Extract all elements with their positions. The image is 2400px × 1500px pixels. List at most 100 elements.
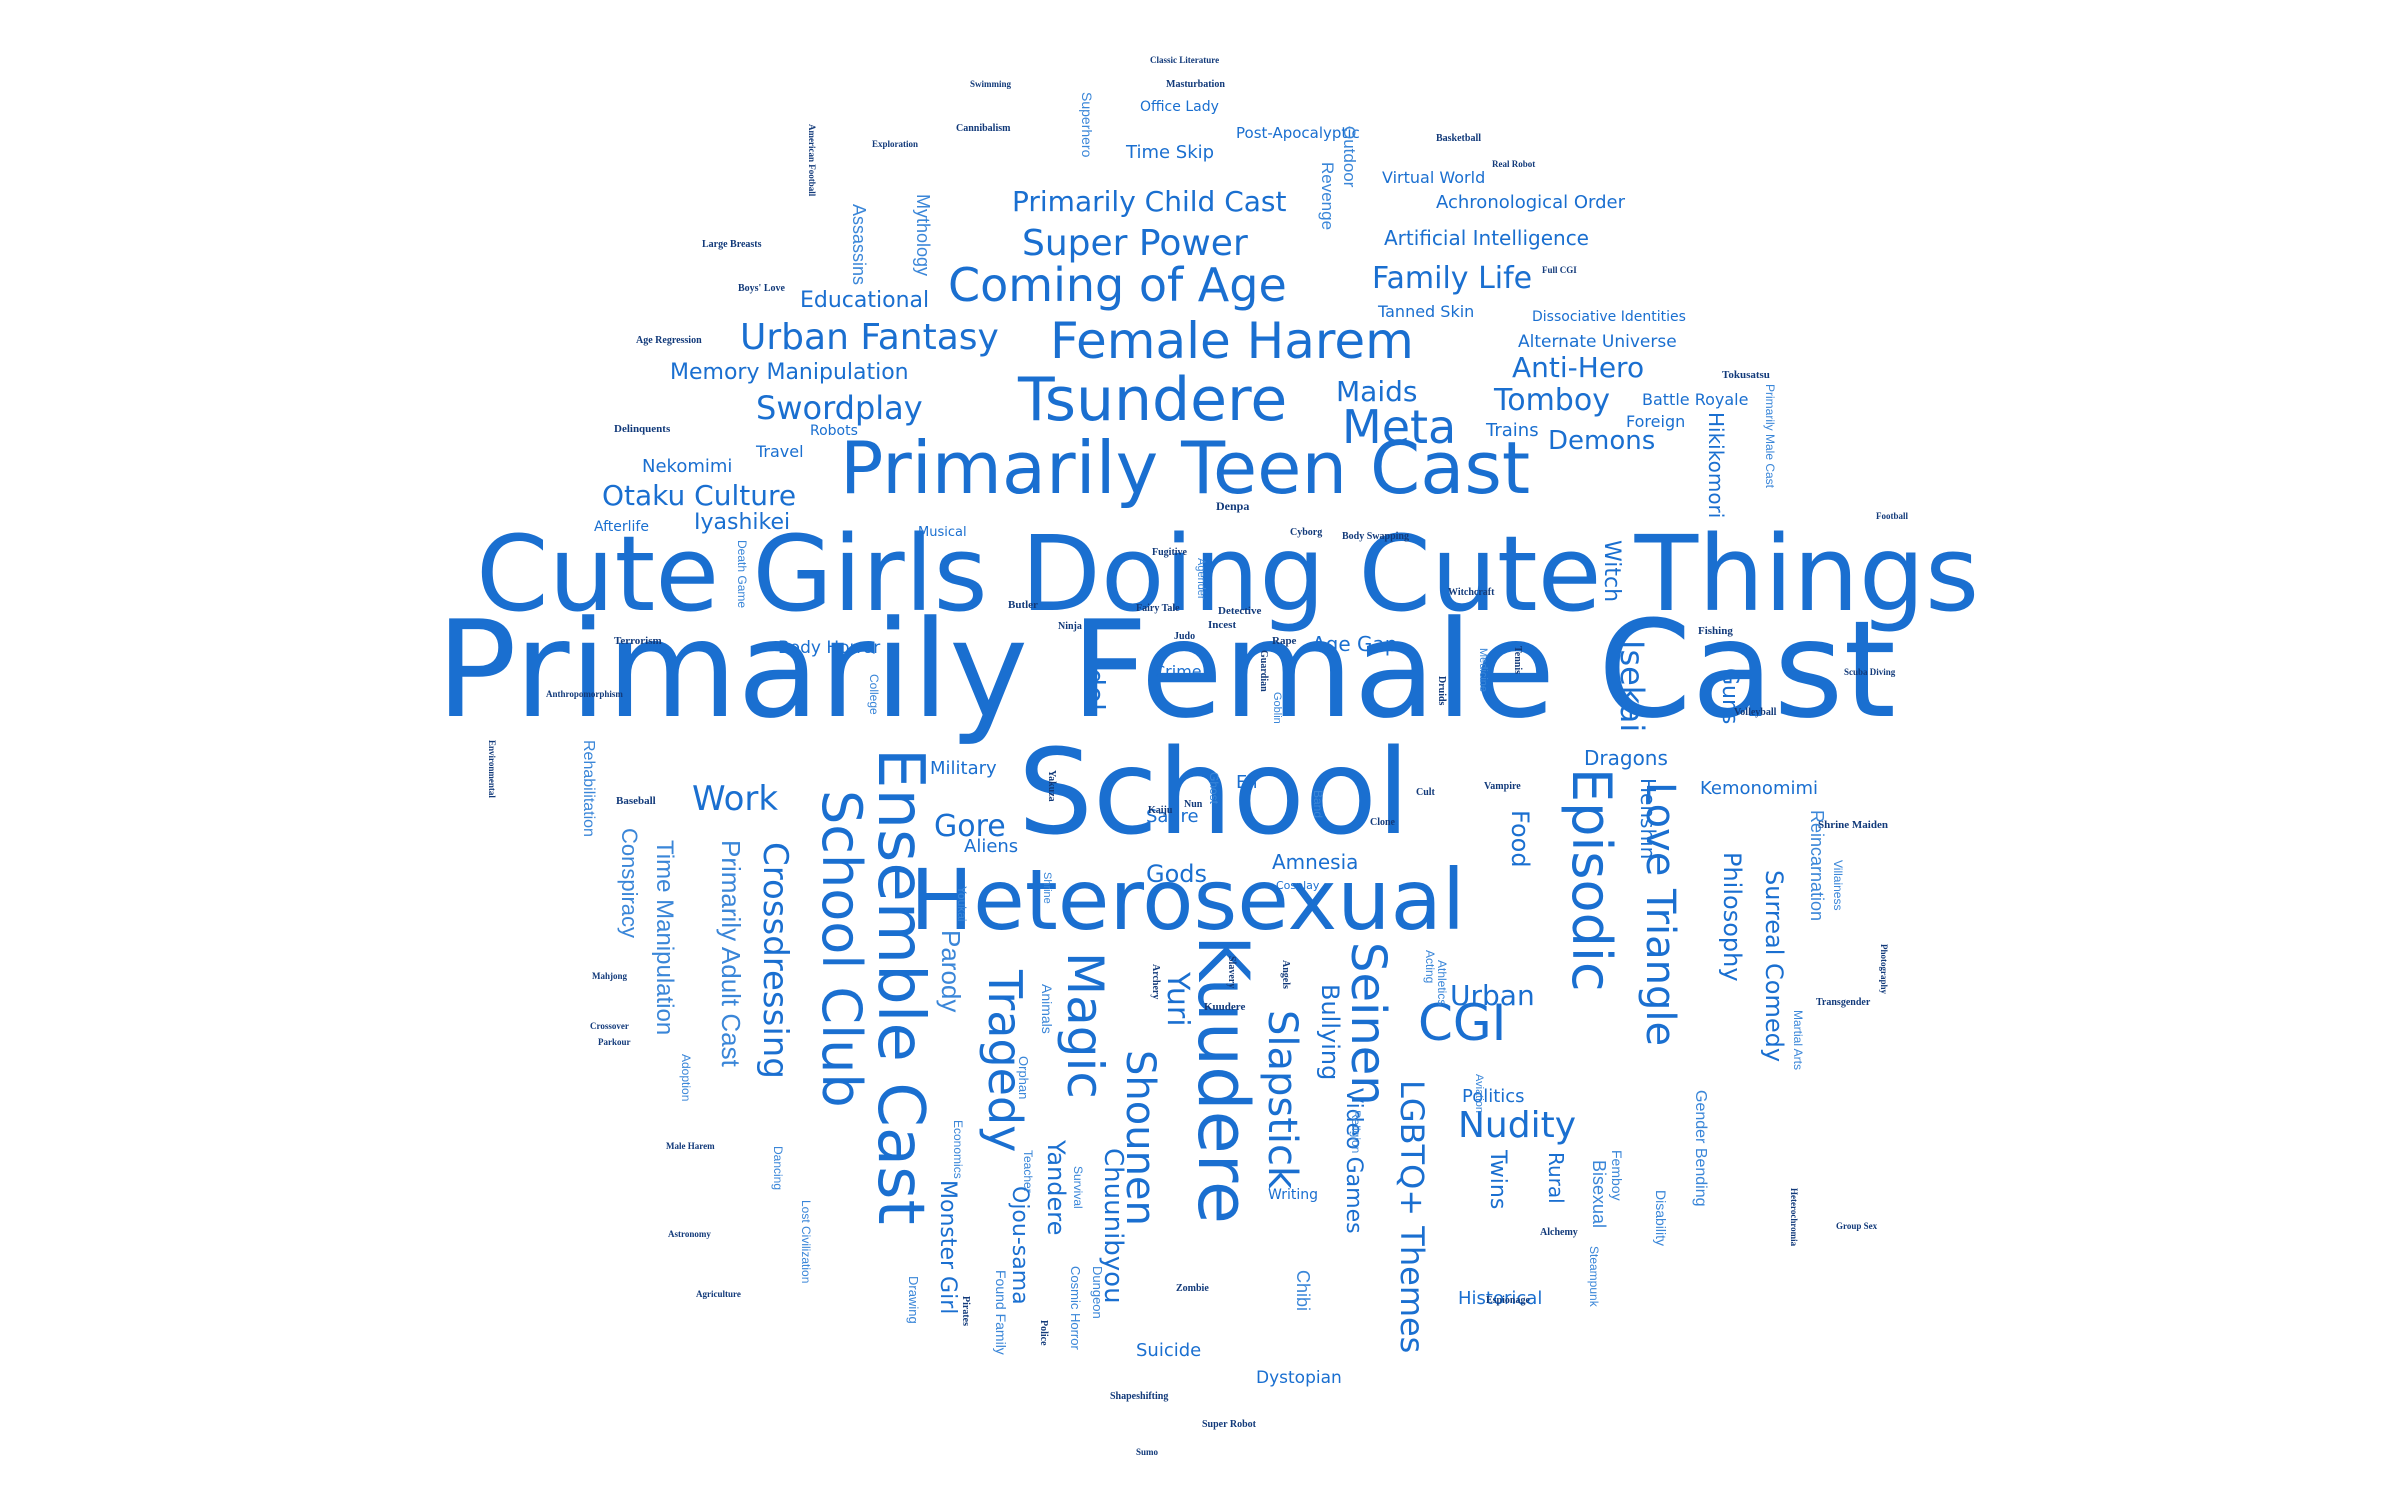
cloud-word: Tsundere bbox=[1018, 365, 1288, 435]
cloud-word: Super Robot bbox=[1202, 1419, 1256, 1430]
cloud-word: Primarily Teen Cast bbox=[840, 426, 1531, 510]
cloud-word: Dancing bbox=[771, 1146, 785, 1191]
cloud-word: Espionage bbox=[1486, 1295, 1530, 1306]
cloud-word: Yuri bbox=[1160, 972, 1195, 1027]
cloud-word: Outdoor bbox=[1340, 126, 1359, 188]
cloud-word: Football bbox=[1876, 511, 1909, 521]
cloud-word: Post-Apocalyptic bbox=[1236, 124, 1360, 142]
cloud-word: American Football bbox=[807, 124, 817, 197]
cloud-word: Swimming bbox=[970, 79, 1012, 89]
cloud-word: Yandere bbox=[1042, 1140, 1070, 1236]
cloud-word: Male Harem bbox=[666, 1141, 715, 1151]
cloud-word: Large Breasts bbox=[702, 239, 762, 250]
cloud-word: Iyashikei bbox=[694, 510, 791, 535]
cloud-word: Transgender bbox=[1816, 997, 1871, 1008]
cloud-word: Aliens bbox=[964, 836, 1019, 857]
cloud-word: Parody bbox=[936, 930, 966, 1013]
cloud-word: Astronomy bbox=[668, 1229, 711, 1239]
cloud-word: Revenge bbox=[1318, 162, 1337, 231]
cloud-word: Sumo bbox=[1136, 1447, 1159, 1457]
cloud-word: Chibi bbox=[1293, 1270, 1313, 1312]
cloud-word: Trains bbox=[1486, 420, 1539, 441]
cloud-word: Ninja bbox=[1058, 621, 1082, 632]
cloud-word: Memory Manipulation bbox=[670, 360, 909, 385]
cloud-word: Writing bbox=[1268, 1187, 1318, 1203]
cloud-word: Time Manipulation bbox=[651, 840, 678, 1036]
cloud-word: Parkour bbox=[598, 1037, 631, 1047]
cloud-word: Steampunk bbox=[1587, 1246, 1601, 1307]
cloud-word: Rehabilitation bbox=[580, 740, 597, 837]
cloud-word: Orphan bbox=[1016, 1056, 1031, 1100]
cloud-word: Incest bbox=[1208, 619, 1237, 631]
cloud-word: Historical bbox=[1458, 1288, 1543, 1309]
cloud-word: Cult bbox=[1416, 787, 1435, 798]
cloud-word: Otaku Culture bbox=[602, 479, 797, 512]
cloud-word: Medicine bbox=[1477, 648, 1489, 693]
cloud-word: Femboy bbox=[1609, 1150, 1625, 1201]
cloud-word: Agriculture bbox=[696, 1289, 741, 1299]
cloud-word: Meta bbox=[1342, 400, 1457, 454]
cloud-word: Rural bbox=[1544, 1152, 1568, 1204]
cloud-word: Exploration bbox=[872, 139, 919, 149]
cloud-word: Primarily Male Cast bbox=[1763, 384, 1777, 489]
cloud-word: Primarily Child Cast bbox=[1012, 185, 1287, 218]
cloud-word: Philosophy bbox=[1718, 852, 1746, 982]
cloud-word: Kuudere bbox=[1182, 935, 1264, 1224]
cloud-word: Found Family bbox=[993, 1270, 1009, 1355]
cloud-word: Masturbation bbox=[1166, 79, 1225, 90]
cloud-word: Crossdressing bbox=[755, 842, 795, 1079]
cloud-word: Scuba Diving bbox=[1844, 667, 1896, 677]
cloud-word: Elf bbox=[1236, 772, 1259, 793]
cloud-word: Witchcraft bbox=[1448, 587, 1495, 598]
cloud-word: Animals bbox=[1039, 984, 1055, 1034]
cloud-word: Office Lady bbox=[1140, 99, 1219, 115]
cloud-word: Ojou-sama bbox=[1007, 1186, 1032, 1305]
cloud-word: Dungeon bbox=[1090, 1266, 1105, 1319]
cloud-word: Death Game bbox=[735, 540, 749, 609]
cloud-word: Ensemble Cast bbox=[863, 748, 937, 1225]
cloud-word: Robots bbox=[810, 423, 858, 439]
cloud-word: Real Robot bbox=[1492, 159, 1536, 169]
cloud-word: Kaiju bbox=[1148, 805, 1173, 816]
cloud-word: Cyborg bbox=[1290, 527, 1323, 538]
cloud-word: Shrine bbox=[1041, 872, 1053, 904]
cloud-word: Family Life bbox=[1372, 261, 1533, 296]
cloud-word: Agender bbox=[1195, 558, 1207, 600]
cloud-word: Crossover bbox=[590, 1021, 629, 1031]
cloud-word: Zombie bbox=[1176, 1283, 1209, 1294]
cloud-word: Nekomimi bbox=[642, 456, 733, 477]
cloud-word: Mahjong bbox=[592, 971, 628, 981]
cloud-word: Volleyball bbox=[1734, 707, 1777, 718]
cloud-word: Kemonomimi bbox=[1700, 778, 1819, 799]
cloud-word: Heterosexual bbox=[910, 851, 1466, 949]
cloud-word: Slavery bbox=[1226, 956, 1237, 989]
cloud-word: College bbox=[867, 674, 881, 715]
cloud-word: Terrorism bbox=[614, 635, 662, 647]
cloud-word: Time Skip bbox=[1126, 142, 1215, 163]
cloud-word: Henshin bbox=[1636, 778, 1660, 860]
cloud-word: Mythology bbox=[913, 194, 933, 277]
cloud-word: Politics bbox=[1462, 1086, 1525, 1107]
cloud-word: Primarily Adult Cast bbox=[716, 840, 746, 1067]
cloud-word: Anthropomorphism bbox=[546, 689, 623, 699]
cloud-word: Angels bbox=[1280, 960, 1291, 989]
cloud-word: Gore bbox=[934, 809, 1006, 844]
cloud-word: Judo bbox=[1174, 631, 1196, 642]
cloud-word: Pirates bbox=[960, 1296, 971, 1326]
cloud-word: Youkai bbox=[955, 886, 969, 922]
cloud-word: Basketball bbox=[1436, 133, 1482, 144]
cloud-word: Denpa bbox=[1216, 499, 1250, 513]
cloud-word: Coming of Age bbox=[948, 258, 1287, 312]
cloud-word: Photography bbox=[1879, 944, 1889, 995]
cloud-word: CGI bbox=[1418, 994, 1507, 1052]
cloud-word: Magic bbox=[1056, 952, 1114, 1099]
cloud-word: Hikikomori bbox=[1704, 412, 1728, 519]
cloud-word: Fishing bbox=[1698, 625, 1733, 637]
cloud-word: Dragons bbox=[1584, 746, 1668, 770]
cloud-word: Afterlife bbox=[594, 519, 649, 535]
cloud-word: Ghost bbox=[1207, 772, 1221, 805]
cloud-word: Artificial Intelligence bbox=[1384, 226, 1589, 250]
cloud-word: Episodic bbox=[1560, 768, 1623, 992]
cloud-word: Achronological Order bbox=[1436, 192, 1625, 213]
cloud-word: Primarily Female Cast bbox=[436, 592, 1896, 748]
